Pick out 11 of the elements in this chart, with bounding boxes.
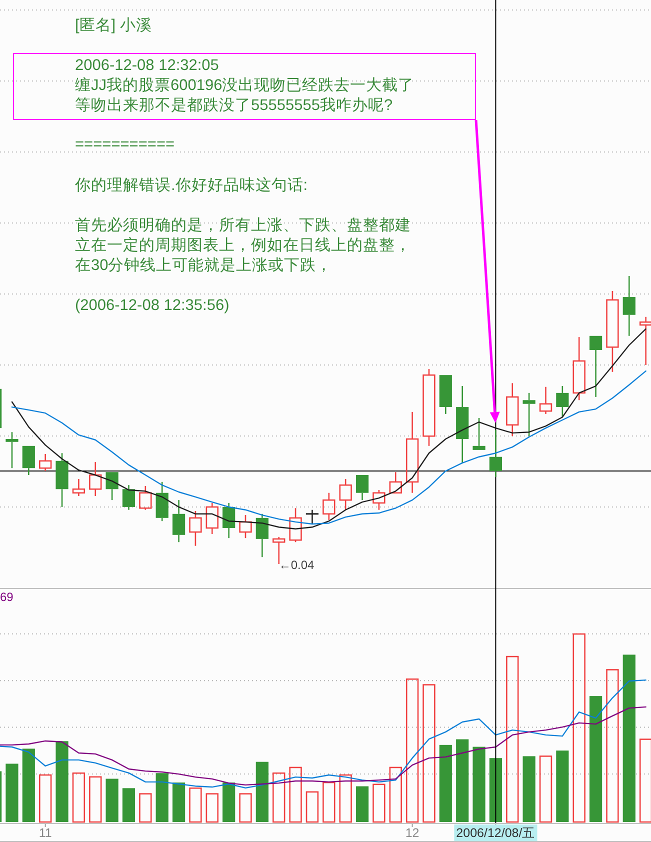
tick-label: 2006/12/08/五: [456, 826, 536, 840]
annotation: 69: [0, 590, 14, 604]
tick-label: 11: [38, 826, 52, 840]
annotation: ===========: [75, 135, 175, 155]
annotation: ←0.04: [278, 558, 314, 572]
annotation: [匿名] 小溪: [75, 16, 152, 36]
annotation: 2006-12-08 12:32:05 缠JJ我的股票600196没出现吻已经跌去一大截了等吻出来那不是都跌没了55555555我咋办呢?: [13, 53, 476, 120]
annotation: (2006-12-08 12:35:56): [75, 296, 230, 316]
annotation: 你的理解错误.你好好品味这句话:: [75, 176, 308, 196]
annotation: 首先必须明确的是，所有上涨、下跌、盘整都建立在一定的周期图表上，例如在日线上的盘整，在30分钟线上可能就是上涨或下跌，: [75, 216, 412, 276]
tick-label: 12: [405, 826, 420, 840]
